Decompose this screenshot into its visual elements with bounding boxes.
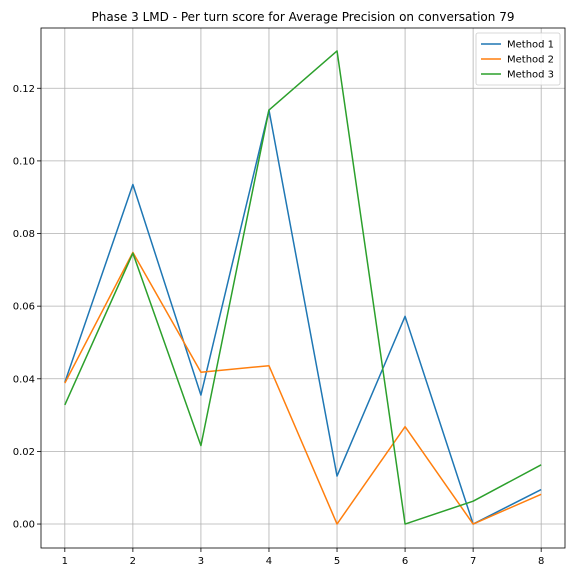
y-tick-label: 0.12 xyxy=(13,84,35,95)
y-tick-label: 0.08 xyxy=(13,229,35,240)
x-tick-label: 5 xyxy=(334,556,340,567)
y-tick-label: 0.04 xyxy=(13,374,35,385)
x-tick-label: 8 xyxy=(538,556,544,567)
x-tick-label: 7 xyxy=(470,556,476,567)
y-tick-label: 0.06 xyxy=(13,302,35,313)
series-lines xyxy=(64,50,542,525)
legend-label: Method 3 xyxy=(507,70,554,81)
legend-label: Method 2 xyxy=(507,55,554,66)
series-line-method-2 xyxy=(64,251,542,525)
x-tick-label: 3 xyxy=(198,556,204,567)
x-tick-label: 6 xyxy=(402,556,408,567)
legend-label: Method 1 xyxy=(507,40,554,51)
legend-box xyxy=(475,32,561,86)
series-line-method-3 xyxy=(64,50,542,525)
x-tick-label: 2 xyxy=(130,556,136,567)
plot-frame xyxy=(40,27,566,549)
y-tick-label: 0.02 xyxy=(13,447,35,458)
y-tick-label: 0.10 xyxy=(13,156,35,167)
grid-lines xyxy=(41,28,565,548)
x-tick-label: 4 xyxy=(266,556,272,567)
axis-ticks: 1 2 3 4 5 6 7 8 0.00 0.02 0.04 0.06 0.08 0.10 0.12 xyxy=(13,84,545,567)
chart-title: Phase 3 LMD - Per turn score for Average… xyxy=(92,10,515,24)
x-tick-label: 1 xyxy=(62,556,68,567)
series-line-method-1 xyxy=(64,109,542,525)
y-tick-label: 0.00 xyxy=(13,520,35,531)
legend: Method 1 Method 2 Method 3 xyxy=(475,32,561,86)
